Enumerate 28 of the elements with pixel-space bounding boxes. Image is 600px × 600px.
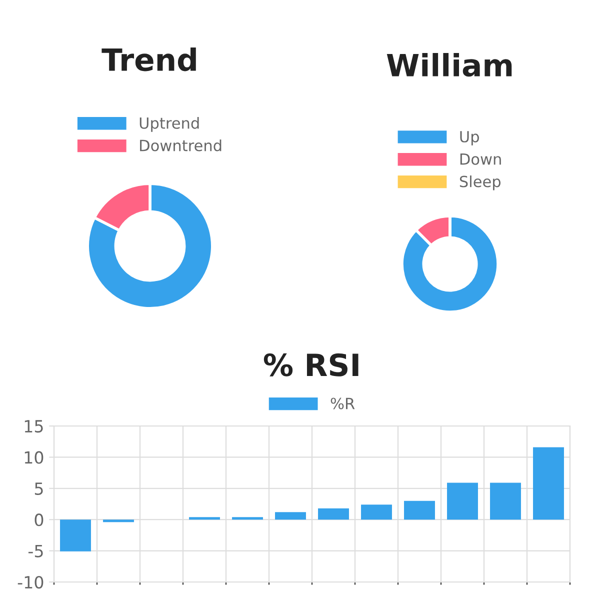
chart-title: % RSI — [264, 353, 358, 376]
y-tick-label: 0 — [34, 514, 44, 526]
y-tick-label: 5 — [34, 482, 43, 495]
legend-label: Sleep — [460, 175, 501, 190]
legend-label: Downtrend — [140, 139, 222, 152]
donut-slice — [400, 214, 500, 314]
bar — [103, 520, 134, 522]
y-tick-label: 10 — [24, 451, 44, 464]
legend-label: %R — [330, 398, 355, 410]
legend-label: Down — [460, 154, 501, 165]
bar — [361, 504, 392, 520]
bar — [189, 517, 220, 520]
legend-label: Uptrend — [140, 117, 199, 132]
y-tick-label: -5 — [28, 544, 43, 558]
donut-slice — [86, 182, 214, 310]
bar — [275, 512, 306, 520]
y-tick-label: -10 — [18, 576, 44, 589]
bar — [232, 517, 263, 520]
legend-label: Up — [460, 131, 479, 146]
bar — [447, 482, 478, 520]
bar — [533, 447, 564, 520]
bar — [60, 520, 91, 552]
bar — [318, 508, 349, 520]
chart-title: William — [386, 53, 512, 77]
chart-title: Trend — [102, 48, 196, 72]
bar — [404, 500, 435, 520]
y-tick-label: 15 — [24, 420, 43, 433]
bar — [490, 482, 521, 520]
